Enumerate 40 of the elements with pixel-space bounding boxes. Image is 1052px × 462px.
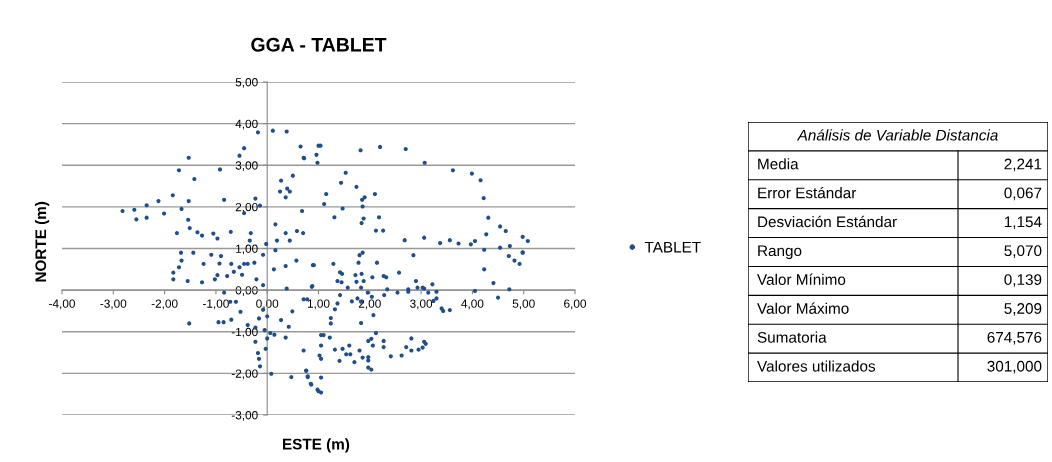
category-label: Desviación Estándar bbox=[758, 215, 897, 228]
x-tick-label: -1,00 bbox=[202, 299, 229, 310]
text: 1,154 bbox=[1004, 216, 1042, 230]
x-tick-label: 2,00 bbox=[358, 299, 381, 310]
chart-title: GGA - TABLET bbox=[251, 37, 387, 52]
category-label: Valor Mínimo bbox=[757, 273, 846, 285]
x-tick-label: 5,00 bbox=[512, 299, 535, 310]
text: 0,139 bbox=[1004, 274, 1042, 287]
y-tick-label: 2,00 bbox=[235, 202, 258, 213]
y-tick-label: 3,00 bbox=[235, 161, 258, 172]
x-tick-label: 6,00 bbox=[564, 299, 587, 310]
y-tick-label: 5,00 bbox=[235, 78, 258, 88]
category-label: Valor Máximo bbox=[757, 302, 849, 314]
x-tick-label: -2,00 bbox=[151, 299, 178, 310]
text: 674,576 bbox=[987, 331, 1042, 345]
x-tick-label: 4,00 bbox=[461, 299, 484, 310]
text: 2,241 bbox=[1004, 158, 1042, 172]
legend-label: TABLET bbox=[644, 241, 701, 253]
y-tick-label: -2,00 bbox=[231, 369, 258, 380]
x-tick-label: 0,00 bbox=[256, 299, 279, 310]
text: 0,067 bbox=[1004, 187, 1042, 201]
x-axis-title: ESTE (m) bbox=[283, 438, 350, 453]
x-tick-label: 1,00 bbox=[307, 299, 330, 310]
category-label: Valores utilizados bbox=[757, 360, 876, 372]
text: 5,209 bbox=[1004, 303, 1042, 316]
y-axis-title: NORTE (m) bbox=[34, 201, 50, 282]
text: Análisis de Variable Distancia bbox=[796, 129, 998, 141]
y-tick-label: -3,00 bbox=[231, 411, 258, 421]
y-tick-label: 1,00 bbox=[236, 244, 258, 255]
x-tick-label: -4,00 bbox=[49, 299, 75, 310]
x-tick-label: -3,00 bbox=[100, 299, 127, 310]
category-label: Rango bbox=[758, 245, 802, 260]
x-tick-label: 3,00 bbox=[410, 299, 433, 310]
text: 5,070 bbox=[1004, 245, 1042, 258]
category-label: Sumatoria bbox=[757, 331, 827, 343]
y-tick-label: 0,00 bbox=[235, 286, 258, 296]
y-tick-label: 4,00 bbox=[235, 119, 258, 130]
category-label: Media bbox=[758, 158, 799, 170]
category-label: Error Estándar bbox=[758, 186, 857, 199]
text: 301,000 bbox=[987, 360, 1042, 374]
